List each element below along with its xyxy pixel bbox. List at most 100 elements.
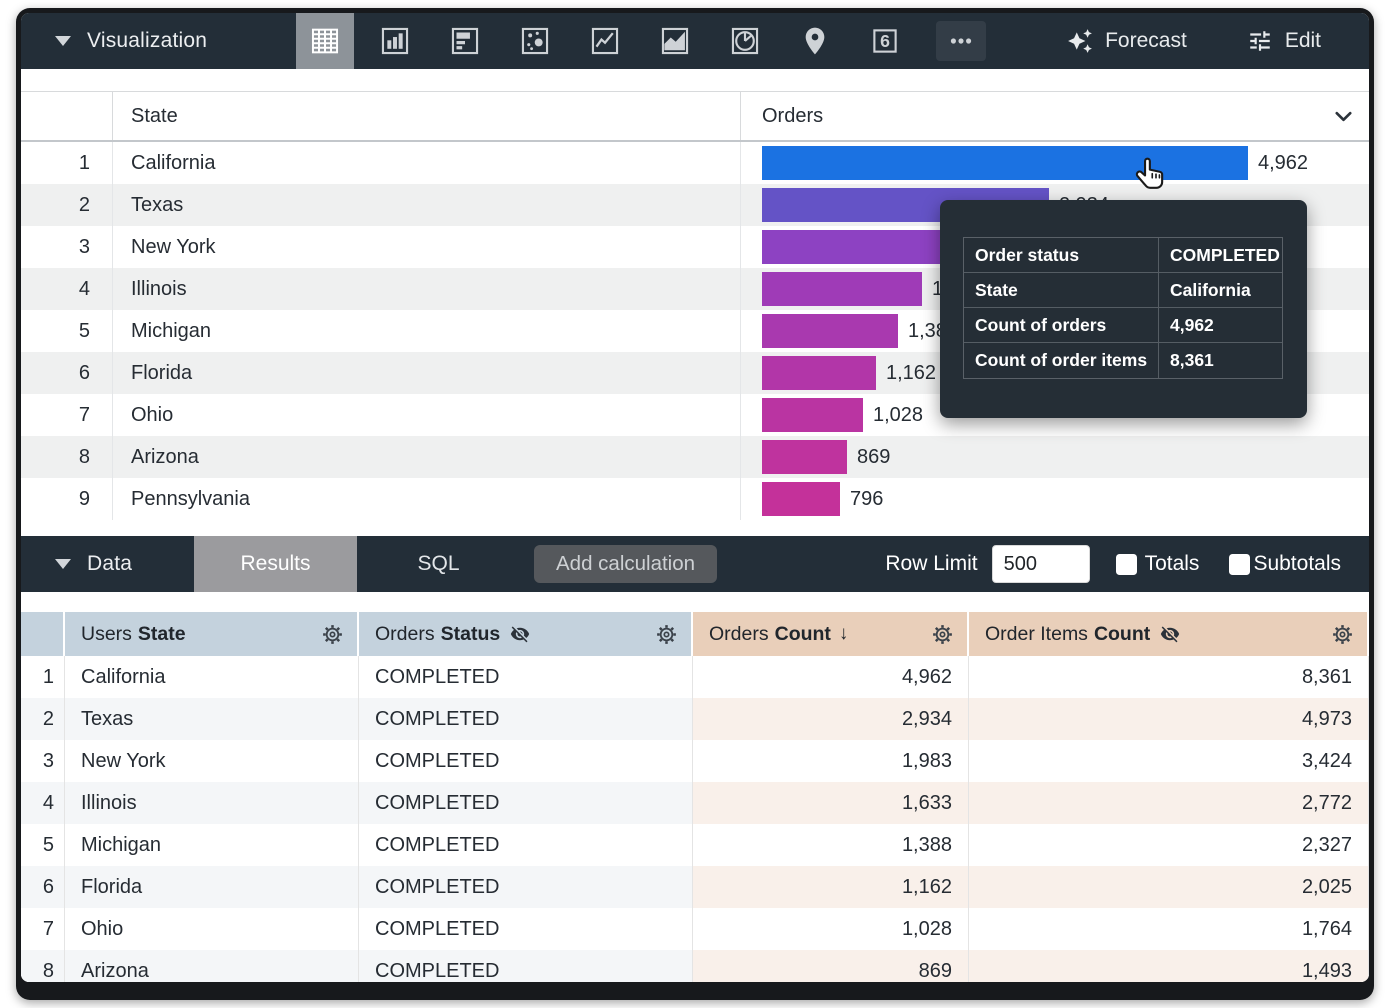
orders-count-cell[interactable]: 869: [693, 950, 969, 982]
chevron-down-icon[interactable]: [1332, 105, 1355, 134]
order-items-count-cell[interactable]: 2,327: [969, 824, 1369, 866]
viz-type-single-value-button[interactable]: 6: [856, 13, 914, 69]
table-row: 2 Texas COMPLETED 2,934 4,973: [21, 698, 1369, 740]
viz-type-scatter-button[interactable]: [506, 13, 564, 69]
header-view-label: Users: [81, 622, 132, 645]
state-cell[interactable]: New York: [65, 740, 359, 782]
order-count-bar[interactable]: [762, 146, 1248, 180]
column-header-orders-count[interactable]: Orders Count ↓: [693, 612, 969, 656]
tooltip-row: State California: [964, 273, 1282, 308]
viz-row-number-header: [21, 92, 113, 140]
order-items-count-cell[interactable]: 1,764: [969, 908, 1369, 950]
column-header-users-state[interactable]: Users State: [65, 612, 359, 656]
bar-value-label: 1,162: [886, 361, 937, 384]
table-row: 5 Michigan COMPLETED 1,388 2,327: [21, 824, 1369, 866]
order-count-bar[interactable]: [762, 482, 840, 516]
viz-type-area-button[interactable]: [646, 13, 704, 69]
order-count-bar[interactable]: [762, 356, 876, 390]
status-cell[interactable]: COMPLETED: [359, 782, 693, 824]
tooltip-value: 8,361: [1170, 350, 1214, 370]
viz-type-more-button[interactable]: [936, 21, 986, 61]
status-cell[interactable]: COMPLETED: [359, 698, 693, 740]
viz-type-table-button[interactable]: [296, 13, 354, 69]
orders-count-cell[interactable]: 1,633: [693, 782, 969, 824]
caret-down-icon: [55, 36, 71, 46]
orders-header-label: Orders: [762, 104, 824, 127]
row-limit-input[interactable]: [991, 545, 1090, 583]
status-cell[interactable]: COMPLETED: [359, 866, 693, 908]
gear-icon[interactable]: [320, 622, 345, 647]
gear-icon[interactable]: [654, 622, 679, 647]
tooltip-value: 4,962: [1170, 314, 1214, 335]
data-table-header: Users State Orders Status: [21, 612, 1369, 656]
order-count-bar[interactable]: [762, 230, 956, 264]
pointer-hand-cursor: [1132, 156, 1168, 197]
state-cell[interactable]: California: [65, 656, 359, 698]
gear-icon[interactable]: [930, 622, 955, 647]
status-cell[interactable]: COMPLETED: [359, 950, 693, 982]
state-cell[interactable]: Ohio: [65, 908, 359, 950]
viz-type-line-button[interactable]: [576, 13, 634, 69]
tab-results[interactable]: Results: [194, 536, 357, 592]
order-count-bar[interactable]: [762, 314, 898, 348]
viz-type-column-button[interactable]: [366, 13, 424, 69]
column-header-order-items-count[interactable]: Order Items Count: [969, 612, 1369, 656]
sort-desc-icon[interactable]: ↓: [838, 623, 849, 644]
row-number-cell: 6: [21, 866, 65, 908]
state-cell[interactable]: Illinois: [65, 782, 359, 824]
viz-state-cell: Florida: [113, 352, 741, 394]
orders-count-cell[interactable]: 1,028: [693, 908, 969, 950]
table-row: 3 New York COMPLETED 1,983 3,424: [21, 740, 1369, 782]
order-items-count-cell[interactable]: 4,973: [969, 698, 1369, 740]
gear-icon[interactable]: [1330, 622, 1355, 647]
row-number-cell: 7: [21, 908, 65, 950]
state-cell[interactable]: Arizona: [65, 950, 359, 982]
order-count-bar[interactable]: [762, 272, 922, 306]
state-cell[interactable]: Michigan: [65, 824, 359, 866]
column-header-orders-status[interactable]: Orders Status: [359, 612, 693, 656]
status-cell[interactable]: COMPLETED: [359, 656, 693, 698]
viz-state-cell: New York: [113, 226, 741, 268]
state-cell[interactable]: Florida: [65, 866, 359, 908]
order-items-count-cell[interactable]: 2,025: [969, 866, 1369, 908]
tooltip-label: Count of order items: [964, 343, 1159, 378]
orders-count-cell[interactable]: 1,162: [693, 866, 969, 908]
viz-state-header[interactable]: State: [113, 92, 741, 140]
status-cell[interactable]: COMPLETED: [359, 908, 693, 950]
orders-count-cell[interactable]: 4,962: [693, 656, 969, 698]
forecast-button[interactable]: Forecast: [1067, 28, 1187, 54]
data-section-toggle[interactable]: Data: [21, 552, 194, 576]
order-items-count-cell[interactable]: 1,493: [969, 950, 1369, 982]
orders-count-cell[interactable]: 1,983: [693, 740, 969, 782]
order-count-bar[interactable]: [762, 440, 847, 474]
viz-orders-cell: 869: [741, 436, 1369, 478]
header-view-label: Order Items: [985, 622, 1088, 645]
viz-state-cell: California: [113, 142, 741, 184]
edit-button[interactable]: Edit: [1247, 28, 1321, 54]
state-cell[interactable]: Texas: [65, 698, 359, 740]
status-cell[interactable]: COMPLETED: [359, 740, 693, 782]
edit-label: Edit: [1284, 29, 1321, 52]
visualization-panel: State Orders 1: [21, 69, 1369, 536]
visualization-section-toggle[interactable]: Visualization: [21, 29, 296, 53]
svg-text:6: 6: [880, 31, 890, 51]
tab-sql[interactable]: SQL: [357, 536, 520, 592]
viz-row-number: 9: [21, 478, 113, 520]
status-cell[interactable]: COMPLETED: [359, 824, 693, 866]
order-items-count-cell[interactable]: 2,772: [969, 782, 1369, 824]
viz-type-pie-button[interactable]: [716, 13, 774, 69]
order-count-bar[interactable]: [762, 398, 863, 432]
orders-count-cell[interactable]: 2,934: [693, 698, 969, 740]
subtotals-checkbox[interactable]: [1229, 553, 1251, 575]
order-items-count-cell[interactable]: 3,424: [969, 740, 1369, 782]
add-calculation-button[interactable]: Add calculation: [534, 545, 718, 583]
viz-type-map-button[interactable]: [786, 13, 844, 69]
viz-orders-header[interactable]: Orders: [741, 92, 1369, 140]
orders-count-cell[interactable]: 1,388: [693, 824, 969, 866]
viz-orders-cell: 796: [741, 478, 1369, 520]
tooltip-value: COMPLETED: [1170, 244, 1280, 265]
order-items-count-cell[interactable]: 8,361: [969, 656, 1369, 698]
viz-type-bar-button[interactable]: [436, 13, 494, 69]
totals-checkbox[interactable]: [1115, 553, 1137, 575]
tooltip-label: Count of orders: [964, 308, 1159, 342]
